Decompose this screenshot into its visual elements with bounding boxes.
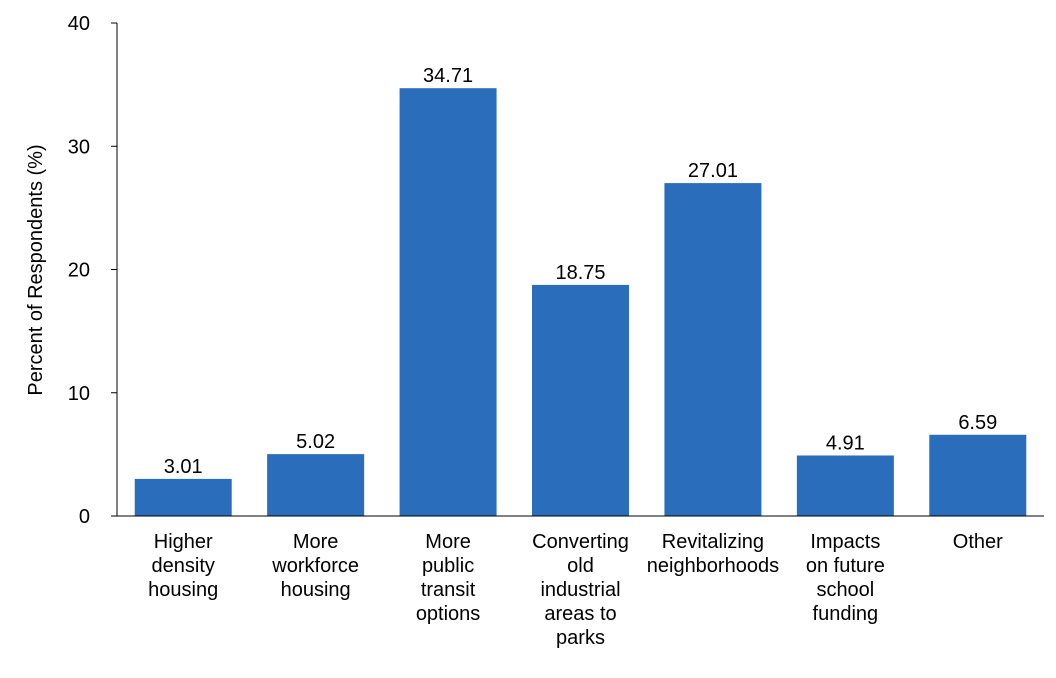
x-category-label-line: Converting — [532, 531, 629, 553]
data-label: 27.01 — [688, 160, 738, 182]
x-category-label-line: Higher — [154, 531, 213, 553]
data-labels-group: 3.01 5.02 34.71 18.75 27.01 4.91 6.59 — [164, 65, 998, 478]
x-category-label-line: workforce — [271, 555, 359, 577]
x-category-label: Impacts on future school funding — [806, 531, 885, 625]
x-category-label-line: More — [425, 531, 471, 553]
y-tick-label: 20 — [68, 260, 90, 282]
bar — [929, 434, 1027, 516]
x-category-label-line: old — [567, 555, 594, 577]
x-category-label-line: density — [152, 555, 215, 577]
x-category-label-line: funding — [813, 603, 879, 625]
x-category-label-line: More — [293, 531, 339, 553]
x-category-label-line: on future — [806, 555, 885, 577]
x-category-label-line: neighborhoods — [647, 555, 779, 577]
bar — [134, 478, 232, 516]
bar — [399, 88, 497, 516]
y-axis-title: Percent of Respondents (%) — [25, 144, 47, 395]
data-label: 18.75 — [555, 262, 605, 284]
y-tick-label: 40 — [68, 13, 90, 35]
x-category-label-line: areas to — [544, 603, 616, 625]
x-category-label: Revitalizing neighborhoods — [647, 531, 779, 577]
bar — [664, 183, 762, 516]
data-label: 3.01 — [164, 456, 203, 478]
bar — [267, 454, 365, 516]
x-category-label-line: Revitalizing — [662, 531, 764, 553]
x-category-label-line: transit — [421, 579, 476, 601]
data-label: 4.91 — [826, 432, 865, 454]
data-label: 5.02 — [296, 431, 335, 453]
bars-group — [134, 88, 1027, 516]
x-category-label-line: school — [816, 579, 874, 601]
x-category-label-line: Other — [953, 531, 1003, 553]
x-category-label-line: parks — [556, 627, 605, 649]
x-category-label: More workforce housing — [271, 531, 359, 601]
bar — [796, 455, 894, 516]
x-category-label-line: industrial — [540, 579, 620, 601]
x-category-label: Converting old industrial areas to parks — [532, 531, 629, 649]
x-category-label: More public transit options — [416, 531, 481, 625]
y-axis: 0 10 20 30 40 — [68, 13, 117, 528]
y-tick-label: 30 — [68, 136, 90, 158]
data-label: 6.59 — [958, 412, 997, 434]
x-category-label: Higher density housing — [148, 531, 218, 601]
bar — [532, 284, 629, 516]
x-category-label-line: housing — [148, 579, 218, 601]
x-category-label-line: options — [416, 603, 481, 625]
y-tick-label: 10 — [68, 383, 90, 405]
x-category-label-line: Impacts — [810, 531, 880, 553]
x-category-label-line: housing — [281, 579, 351, 601]
x-category-label: Other — [953, 531, 1003, 553]
y-tick-label: 0 — [79, 506, 90, 528]
x-category-label-line: public — [422, 555, 474, 577]
data-label: 34.71 — [423, 65, 473, 87]
